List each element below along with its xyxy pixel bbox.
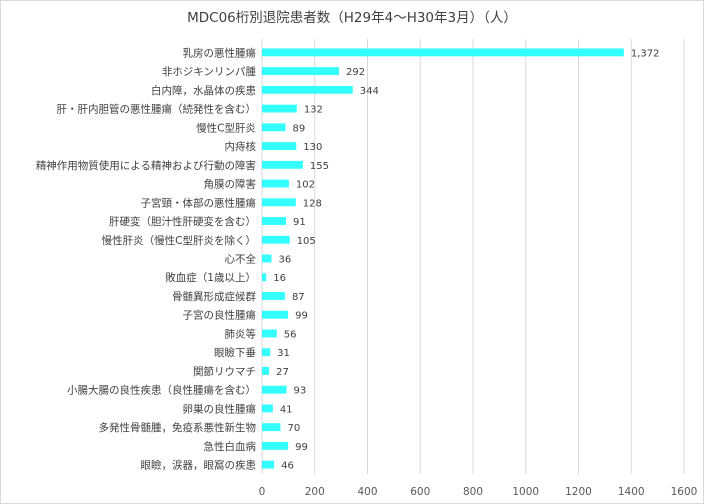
category-label: 子宮頸・体部の悪性腫瘍	[141, 196, 257, 209]
bar	[262, 348, 271, 357]
bar	[262, 385, 287, 394]
data-label: 31	[277, 348, 290, 359]
bar	[262, 366, 270, 375]
bar	[262, 441, 289, 450]
data-label: 99	[295, 442, 308, 453]
category-label: 多発性骨髄腫，免疫系悪性新生物	[99, 421, 257, 434]
bar	[262, 179, 289, 188]
data-label: 91	[293, 217, 306, 228]
category-label: 白内障，水晶体の疾患	[151, 84, 256, 97]
category-label: 非ホジキンリンパ腫	[162, 65, 257, 78]
category-label: 精神作用物質使用による精神および行動の障害	[36, 159, 256, 172]
bar	[262, 160, 303, 169]
bar	[262, 329, 277, 338]
chart-title: MDC06桁別退院患者数（H29年4～H30年3月）（人）	[187, 10, 517, 26]
bar	[262, 85, 353, 94]
x-axis-ticks: 0 200 400 600 800 1000 1200 1400 1600	[259, 486, 698, 498]
category-label: 肝硬変（胆汁性肝硬変を含む）	[109, 215, 256, 228]
x-tick-label: 800	[463, 486, 483, 498]
data-label: 344	[360, 86, 379, 97]
category-label: 内痔核	[225, 140, 257, 153]
x-tick-label: 1200	[565, 486, 592, 498]
category-label: 眼瞼，涙器，眼窩の疾患	[141, 459, 257, 472]
x-tick-label: 1000	[512, 486, 539, 498]
x-tick-label: 1400	[618, 486, 645, 498]
data-label: 99	[295, 311, 308, 322]
bar	[262, 142, 297, 151]
category-label: 乳房の悪性腫瘍	[183, 46, 257, 59]
category-label: 慢性C型肝炎	[196, 121, 256, 134]
bar	[262, 67, 340, 76]
bar	[262, 104, 297, 113]
data-label: 70	[287, 423, 300, 434]
data-label: 46	[281, 461, 294, 472]
bar	[262, 217, 287, 225]
category-label: 関節リウマチ	[193, 365, 256, 378]
category-label: 卵巣の良性腫瘍	[183, 402, 257, 415]
category-label: 敗血症（1歳以上）	[165, 271, 256, 284]
bar	[262, 404, 273, 413]
category-label: 小腸大腸の良性疾患（良性腫瘍を含む）	[67, 384, 256, 397]
bar	[262, 198, 296, 207]
x-tick-label: 0	[259, 486, 266, 498]
data-label: 102	[296, 180, 315, 191]
bars	[262, 48, 624, 469]
data-label: 292	[346, 67, 365, 78]
category-label: 心不全	[225, 253, 257, 266]
category-label: 眼瞼下垂	[214, 346, 256, 359]
data-label: 132	[304, 105, 323, 116]
category-label: 角膜の障害	[204, 178, 257, 191]
data-label: 27	[276, 367, 289, 378]
bar	[262, 235, 290, 244]
category-label: 肝・肝内胆管の悪性腫瘍（続発性を含む）	[57, 103, 257, 116]
data-labels: 1,372 292 344 132 89 130 155 102 128 91 105 36 16 87 9…	[273, 48, 659, 471]
bar	[262, 254, 272, 263]
data-label: 1,372	[631, 48, 660, 59]
x-tick-label: 400	[357, 486, 377, 498]
gridlines	[261, 39, 685, 474]
bar	[262, 292, 285, 300]
data-label: 41	[280, 404, 293, 415]
bar	[262, 460, 275, 469]
x-tick-label: 600	[410, 486, 430, 498]
data-label: 87	[292, 292, 305, 303]
data-label: 155	[310, 161, 329, 172]
category-label: 子宮の良性腫瘍	[183, 309, 257, 322]
bar	[262, 310, 289, 319]
bar	[262, 123, 286, 132]
data-label: 93	[294, 386, 307, 397]
x-tick-label: 1600	[671, 486, 698, 498]
data-label: 56	[284, 329, 297, 340]
category-labels: 乳房の悪性腫瘍非ホジキンリンパ腫白内障，水晶体の疾患肝・肝内胆管の悪性腫瘍（続発…	[36, 46, 257, 471]
bar	[262, 423, 281, 432]
data-label: 89	[292, 123, 305, 134]
data-label: 130	[303, 142, 322, 153]
data-label: 105	[297, 236, 316, 247]
bar	[262, 48, 624, 57]
category-label: 骨髄異形成症候群	[172, 290, 256, 303]
category-label: 急性白血病	[204, 440, 257, 453]
data-label: 36	[278, 255, 291, 266]
data-label: 16	[273, 273, 286, 284]
category-label: 肺炎等	[225, 327, 257, 340]
data-label: 128	[303, 198, 322, 209]
x-tick-label: 200	[305, 486, 325, 498]
category-label: 慢性肝炎（慢性C型肝炎を除く）	[102, 234, 256, 247]
bar	[262, 273, 267, 282]
